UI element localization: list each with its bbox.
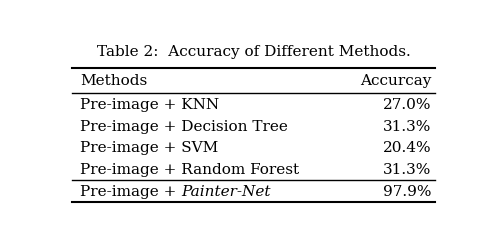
Text: 31.3%: 31.3%	[383, 163, 431, 176]
Text: Pre-image +: Pre-image +	[80, 184, 181, 198]
Text: Table 2:  Accuracy of Different Methods.: Table 2: Accuracy of Different Methods.	[97, 45, 411, 59]
Text: 97.9%: 97.9%	[383, 184, 431, 198]
Text: Pre-image + Decision Tree: Pre-image + Decision Tree	[80, 119, 288, 133]
Text: Accurcay: Accurcay	[360, 74, 431, 88]
Text: Pre-image + Random Forest: Pre-image + Random Forest	[80, 163, 299, 176]
Text: 20.4%: 20.4%	[383, 141, 431, 155]
Text: Pre-image + SVM: Pre-image + SVM	[80, 141, 218, 155]
Text: Pre-image + KNN: Pre-image + KNN	[80, 97, 219, 111]
Text: 27.0%: 27.0%	[383, 97, 431, 111]
Text: 31.3%: 31.3%	[383, 119, 431, 133]
Text: Methods: Methods	[80, 74, 147, 88]
Text: Painter-Net: Painter-Net	[181, 184, 271, 198]
